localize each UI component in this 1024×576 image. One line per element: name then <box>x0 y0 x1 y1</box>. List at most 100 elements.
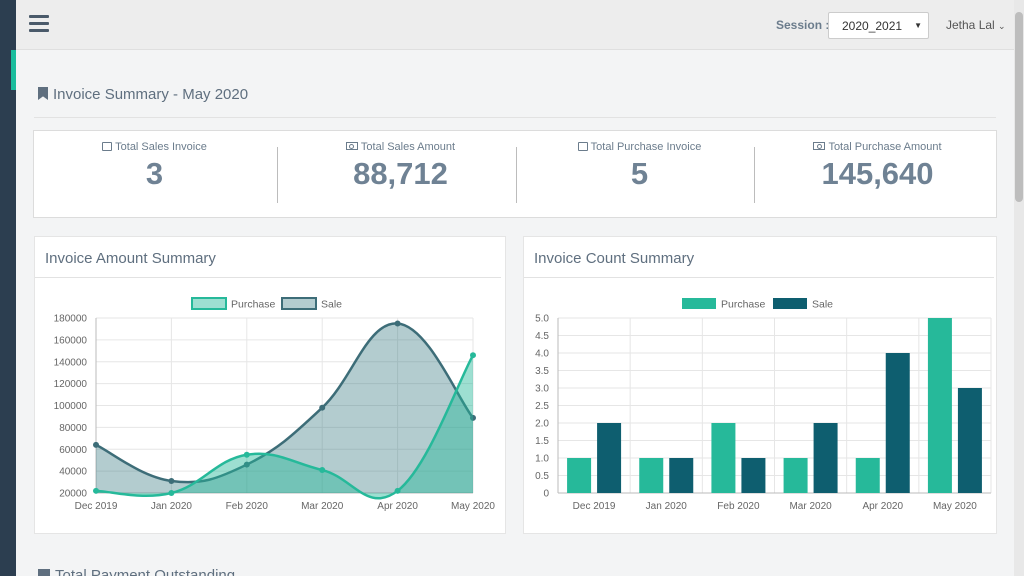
stat-divider <box>516 147 517 203</box>
stat-value: 88,712 <box>353 156 448 191</box>
panel-divider <box>524 277 994 278</box>
stat-value: 5 <box>630 156 649 191</box>
bar-sale <box>885 353 910 493</box>
stat-total-purchase-invoice: Total Purchase Invoice 5 <box>519 131 760 217</box>
line-sale <box>95 322 474 484</box>
bar-sale <box>597 423 622 493</box>
x-tick-label: Jan 2020 <box>646 501 688 512</box>
stat-divider <box>277 147 278 203</box>
panel-divider <box>35 277 501 278</box>
stat-divider <box>754 147 755 203</box>
page-title-text: Invoice Summary - May 2020 <box>53 86 249 103</box>
caret-down-icon: ▼ <box>914 21 922 30</box>
point-sale <box>319 404 326 411</box>
title-divider <box>34 117 996 118</box>
page-title: Invoice Summary - May 2020 <box>38 86 248 103</box>
y-tick-label: 120000 <box>54 379 88 390</box>
point-sale <box>168 477 175 484</box>
print-icon <box>577 142 588 151</box>
x-tick-label: Feb 2020 <box>226 501 269 512</box>
y-tick-label: 160000 <box>54 335 88 346</box>
x-tick-label: Mar 2020 <box>789 501 832 512</box>
invoice-count-panel: Invoice Count Summary 5.0 4.5 4.0 3.5 3.0 2.5… <box>523 236 997 534</box>
point-purchase <box>93 487 99 494</box>
topbar: Session : 2020_2021 ▼ Jetha Lal ⌄ <box>16 0 1014 50</box>
stat-total-purchase-amount: Total Purchase Amount 145,640 <box>757 131 998 217</box>
section-title: Total Payment Outstanding <box>38 567 235 576</box>
stat-value: 3 <box>145 156 164 191</box>
section-title-text: Total Payment Outstanding <box>55 567 236 576</box>
point-sale <box>243 461 250 468</box>
scrollbar-thumb[interactable] <box>1015 12 1023 202</box>
chevron-down-icon: ⌄ <box>998 21 1006 31</box>
bar-purchase <box>567 458 592 493</box>
y-tick-label: 60000 <box>59 445 87 456</box>
point-sale <box>470 414 476 421</box>
stat-value: 145,640 <box>821 156 934 191</box>
panel-title: Invoice Amount Summary <box>45 250 216 267</box>
x-tick-label: Apr 2020 <box>377 501 418 512</box>
legend-swatch <box>773 298 807 309</box>
session-label: Session : <box>776 18 830 32</box>
y-tick-label: 40000 <box>59 467 87 478</box>
invoice-amount-panel: Invoice Amount Summary 180000 160000 14000… <box>34 236 506 534</box>
invoice-amount-chart: 180000 160000 140000 120000 100000 80000 60000… <box>54 297 495 512</box>
menu-icon[interactable] <box>29 15 49 32</box>
bar-sale <box>669 458 694 493</box>
stat-total-sales-invoice: Total Sales Invoice 3 <box>34 131 275 217</box>
stat-label: Total Sales Amount <box>360 141 456 153</box>
point-purchase <box>319 467 326 474</box>
y-tick-label: 2.5 <box>535 401 549 412</box>
y-tick-label: 5.0 <box>535 314 549 325</box>
scrollbar[interactable] <box>1014 0 1024 576</box>
legend-label: Sale <box>812 299 833 311</box>
legend-swatch <box>281 297 317 310</box>
legend-label: Purchase <box>231 299 276 311</box>
y-tick-label: 3.5 <box>535 366 549 377</box>
x-tick-label: Feb 2020 <box>717 501 760 512</box>
point-purchase <box>168 490 175 496</box>
session-value: 2020_2021 <box>842 19 903 33</box>
bar-purchase <box>855 458 880 493</box>
x-tick-label: Dec 2019 <box>75 501 118 512</box>
x-tick-label: Jan 2020 <box>151 501 193 512</box>
stat-label: Total Sales Invoice <box>115 141 207 153</box>
x-tick-label: May 2020 <box>451 501 495 512</box>
user-name: Jetha Lal <box>946 18 995 32</box>
x-tick-label: Apr 2020 <box>862 501 903 512</box>
y-tick-label: 1.5 <box>535 436 549 447</box>
panel-title: Invoice Count Summary <box>534 250 695 267</box>
stat-label: Total Purchase Amount <box>828 141 942 153</box>
user-menu[interactable]: Jetha Lal ⌄ <box>946 18 1006 32</box>
bookmark-icon <box>38 569 50 576</box>
x-tick-label: Dec 2019 <box>573 501 616 512</box>
y-tick-label: 0 <box>543 489 549 500</box>
point-purchase <box>470 352 476 359</box>
bookmark-icon <box>38 87 48 100</box>
area-sale <box>96 323 473 493</box>
session-select[interactable]: 2020_2021 ▼ <box>828 12 929 39</box>
y-tick-label: 1.0 <box>535 454 549 465</box>
sidebar <box>0 0 16 576</box>
bar-purchase <box>711 423 736 493</box>
print-icon <box>102 142 113 151</box>
legend-swatch <box>191 297 227 310</box>
legend-label: Purchase <box>721 299 766 311</box>
money-icon <box>345 142 358 150</box>
legend-swatch <box>682 298 716 309</box>
y-tick-label: 100000 <box>54 401 88 412</box>
y-tick-label: 0.5 <box>535 471 549 482</box>
point-sale <box>394 320 401 327</box>
bar-sale <box>813 423 838 493</box>
invoice-count-chart: 5.0 4.5 4.0 3.5 3.0 2.5 2.0 1.5 1.0 0.5 0 Dec 2019 J… <box>535 298 992 512</box>
bar-sale <box>957 388 982 493</box>
bar-purchase <box>927 318 952 493</box>
y-tick-label: 2.0 <box>535 419 549 430</box>
bar-purchase <box>639 458 664 493</box>
stat-total-sales-amount: Total Sales Amount 88,712 <box>280 131 521 217</box>
point-sale <box>93 441 99 448</box>
stat-label: Total Purchase Invoice <box>590 141 702 153</box>
point-purchase <box>394 487 401 494</box>
y-tick-label: 20000 <box>59 489 87 500</box>
sidebar-active-indicator <box>11 50 16 90</box>
